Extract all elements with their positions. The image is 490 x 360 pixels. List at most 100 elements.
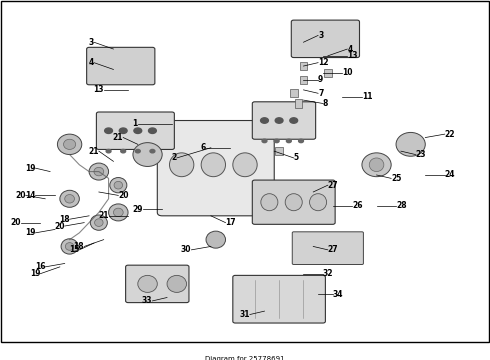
Bar [290, 89, 297, 97]
Text: 14: 14 [25, 191, 35, 200]
Circle shape [290, 118, 297, 123]
Circle shape [287, 139, 291, 143]
Text: 33: 33 [142, 296, 152, 305]
Text: 20: 20 [118, 191, 129, 200]
Ellipse shape [362, 153, 391, 177]
Text: 31: 31 [240, 310, 250, 319]
Circle shape [134, 128, 142, 134]
Ellipse shape [201, 153, 225, 177]
Bar [299, 76, 307, 84]
Text: 16: 16 [35, 262, 45, 271]
Text: 28: 28 [396, 201, 407, 210]
Bar [275, 147, 283, 155]
Text: 20: 20 [15, 191, 26, 200]
Circle shape [121, 149, 125, 153]
Text: Diagram for 25778691: Diagram for 25778691 [205, 356, 285, 360]
Ellipse shape [138, 275, 157, 292]
Text: 7: 7 [318, 89, 323, 98]
Ellipse shape [95, 219, 103, 226]
Circle shape [275, 118, 283, 123]
Ellipse shape [206, 231, 225, 248]
Text: 12: 12 [318, 58, 329, 67]
Ellipse shape [109, 204, 128, 221]
Ellipse shape [133, 143, 162, 166]
Text: 17: 17 [225, 218, 236, 227]
Ellipse shape [396, 132, 425, 156]
Text: 26: 26 [352, 201, 363, 210]
Text: 30: 30 [181, 246, 192, 255]
Text: 18: 18 [74, 242, 84, 251]
Circle shape [274, 139, 279, 143]
Ellipse shape [285, 194, 302, 211]
Text: 1: 1 [133, 120, 138, 129]
Text: 19: 19 [25, 164, 35, 173]
FancyBboxPatch shape [252, 102, 316, 139]
Ellipse shape [89, 163, 109, 180]
Circle shape [105, 128, 113, 134]
FancyBboxPatch shape [157, 121, 274, 216]
Text: 22: 22 [445, 130, 455, 139]
Text: 32: 32 [323, 269, 334, 278]
Ellipse shape [310, 194, 327, 211]
Text: 24: 24 [445, 171, 455, 180]
Text: 21: 21 [88, 147, 99, 156]
Text: 29: 29 [132, 204, 143, 213]
Ellipse shape [110, 177, 127, 193]
Text: 27: 27 [328, 246, 339, 255]
Text: 4: 4 [347, 45, 353, 54]
Text: 15: 15 [69, 246, 79, 255]
Text: 2: 2 [172, 153, 177, 162]
Text: 20: 20 [54, 221, 65, 230]
Text: 8: 8 [323, 99, 328, 108]
Text: 27: 27 [328, 181, 339, 190]
FancyBboxPatch shape [97, 112, 174, 149]
Circle shape [150, 149, 155, 153]
Text: 20: 20 [10, 218, 21, 227]
Ellipse shape [60, 190, 79, 207]
Ellipse shape [261, 194, 278, 211]
FancyBboxPatch shape [125, 265, 189, 303]
Ellipse shape [94, 167, 104, 176]
Bar [294, 99, 302, 108]
Text: 9: 9 [318, 75, 323, 84]
Ellipse shape [64, 139, 75, 149]
Text: 25: 25 [391, 174, 401, 183]
Text: 5: 5 [294, 153, 299, 162]
Circle shape [106, 149, 111, 153]
Circle shape [298, 139, 303, 143]
Ellipse shape [65, 243, 74, 250]
Text: 3: 3 [318, 31, 323, 40]
Text: 10: 10 [343, 68, 353, 77]
Ellipse shape [114, 181, 122, 189]
Text: 18: 18 [59, 215, 70, 224]
Text: 13: 13 [93, 85, 104, 94]
Ellipse shape [167, 275, 187, 292]
Text: 21: 21 [113, 133, 123, 142]
FancyBboxPatch shape [252, 180, 335, 224]
Text: 4: 4 [89, 58, 94, 67]
Circle shape [148, 128, 156, 134]
Text: 23: 23 [416, 150, 426, 159]
FancyBboxPatch shape [292, 232, 364, 265]
Ellipse shape [170, 153, 194, 177]
Circle shape [119, 128, 127, 134]
Circle shape [262, 139, 267, 143]
Text: 13: 13 [347, 51, 358, 60]
FancyBboxPatch shape [291, 20, 360, 58]
Bar [324, 69, 332, 77]
Ellipse shape [57, 134, 82, 154]
Ellipse shape [369, 158, 384, 172]
Circle shape [135, 149, 140, 153]
Text: 21: 21 [98, 211, 109, 220]
Circle shape [261, 118, 269, 123]
Text: 6: 6 [201, 143, 206, 152]
Text: 11: 11 [362, 92, 372, 101]
Text: 19: 19 [25, 228, 35, 237]
Ellipse shape [114, 208, 123, 217]
Text: 19: 19 [30, 269, 40, 278]
Text: 34: 34 [333, 289, 343, 298]
Ellipse shape [65, 194, 74, 203]
Ellipse shape [233, 153, 257, 177]
Ellipse shape [61, 239, 78, 254]
Bar [299, 62, 307, 70]
